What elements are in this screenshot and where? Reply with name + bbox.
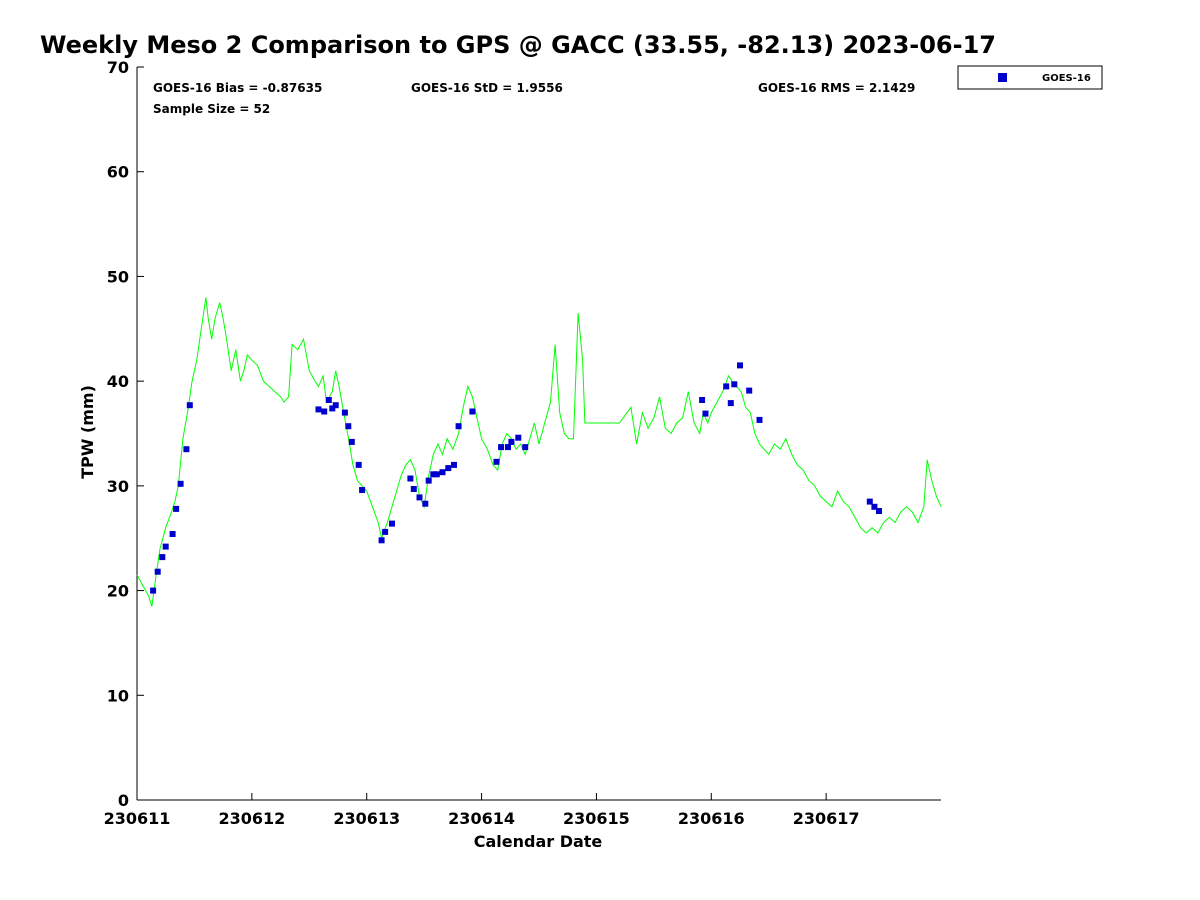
goes16-point (407, 475, 414, 482)
goes16-point (515, 434, 522, 441)
goes16-point (315, 406, 322, 413)
legend-marker (998, 73, 1007, 82)
x-tick-label: 230616 (678, 809, 745, 828)
goes16-point (493, 458, 500, 465)
goes16-point (508, 438, 515, 445)
goes16-point (439, 469, 446, 476)
x-tick-label: 230614 (448, 809, 515, 828)
goes16-series-points (150, 362, 882, 594)
chart-title: Weekly Meso 2 Comparison to GPS @ GACC (… (40, 31, 996, 59)
goes16-point (341, 409, 348, 416)
goes16-point (876, 508, 882, 514)
goes16-point (325, 397, 332, 403)
y-tick-label: 40 (107, 372, 129, 391)
goes16-point (345, 423, 352, 430)
x-tick-label: 230611 (104, 809, 171, 828)
goes16-point (455, 423, 462, 430)
gps-line-path (136, 297, 942, 607)
legend: GOES-16 (957, 65, 1103, 90)
y-tick-label: 60 (107, 163, 129, 182)
goes16-point (162, 543, 169, 550)
y-tick-label: 10 (107, 686, 129, 705)
goes16-point (731, 381, 738, 388)
goes16-point (469, 408, 476, 415)
goes16-point (699, 397, 706, 403)
std-label: GOES-16 StD = 1.9556 (411, 81, 563, 95)
goes16-point (154, 568, 161, 575)
goes16-point (871, 503, 878, 510)
goes16-point (522, 444, 529, 451)
x-axis-label: Calendar Date (474, 832, 603, 851)
goes16-point (505, 444, 511, 451)
y-tick-label: 50 (107, 267, 129, 286)
y-tick-label: 70 (107, 58, 129, 77)
goes16-point (332, 402, 339, 409)
y-tick-label: 20 (107, 582, 129, 601)
goes16-point (451, 461, 457, 468)
goes16-point (737, 362, 743, 369)
goes16-point (416, 494, 423, 501)
goes16-point (425, 477, 432, 484)
gps-series-line (136, 297, 942, 607)
goes16-point (430, 471, 437, 478)
goes16-point (422, 500, 429, 507)
goes16-point (382, 528, 389, 535)
goes16-point (186, 402, 193, 409)
goes16-point (378, 537, 385, 544)
goes16-point (169, 531, 176, 537)
y-tick-label: 30 (107, 477, 129, 496)
goes16-point (150, 587, 157, 594)
x-tick-label: 230615 (563, 809, 630, 828)
goes16-point (723, 383, 730, 390)
sample-size-label: Sample Size = 52 (153, 102, 270, 116)
bias-label: GOES-16 Bias = -0.87635 (153, 81, 322, 95)
goes16-point (746, 387, 753, 394)
goes16-point (159, 554, 166, 561)
goes16-point (355, 461, 362, 468)
goes16-point (727, 400, 734, 407)
x-tick-label: 230612 (218, 809, 285, 828)
goes16-point (410, 486, 417, 492)
y-axis-label: TPW (mm) (78, 385, 97, 479)
goes16-point (756, 416, 763, 423)
goes16-point (329, 405, 336, 412)
goes16-point (359, 487, 366, 493)
goes16-point (173, 505, 180, 512)
goes16-point (321, 408, 328, 415)
legend-label: GOES-16 (1042, 73, 1091, 84)
x-tick-label: 230617 (793, 809, 860, 828)
goes16-point (183, 446, 190, 453)
goes16-point (702, 410, 709, 417)
goes16-point (445, 465, 452, 472)
goes16-point (433, 471, 440, 478)
rms-label: GOES-16 RMS = 2.1429 (758, 81, 915, 95)
goes16-point (498, 444, 505, 451)
goes16-point (177, 480, 184, 487)
legend-box (957, 65, 1103, 90)
x-tick-label: 230613 (333, 809, 400, 828)
axes: 0 10 20 30 40 50 60 70 230611 230612 230613 230614 2… (104, 58, 941, 828)
goes16-point (389, 520, 395, 527)
goes16-point (866, 498, 873, 505)
y-tick-label: 0 (118, 791, 129, 810)
goes16-point (348, 438, 355, 445)
